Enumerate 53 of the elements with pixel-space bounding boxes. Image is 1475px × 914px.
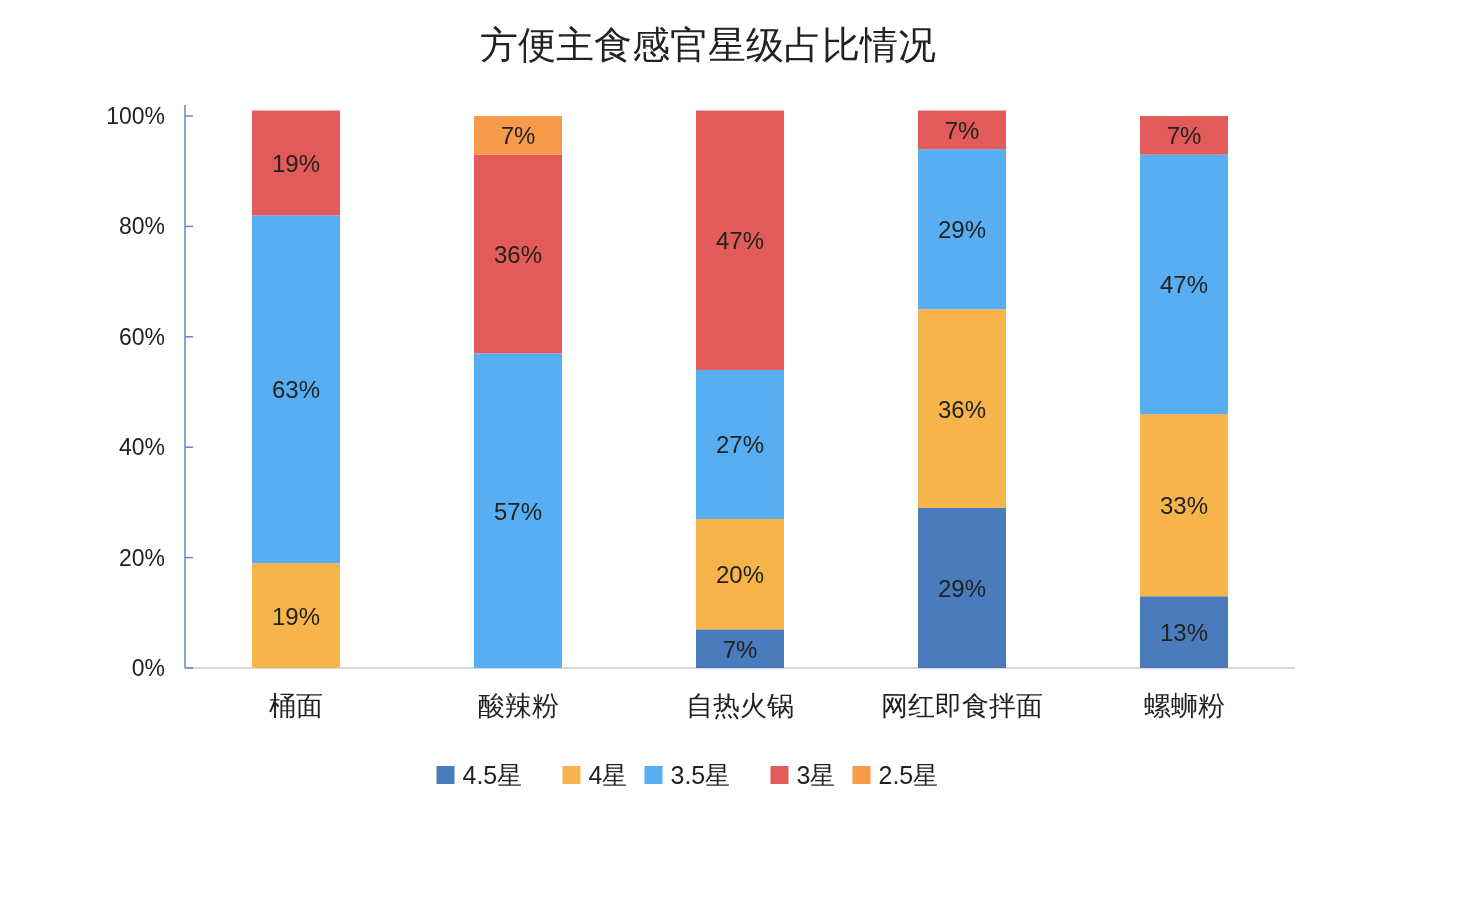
bar bbox=[252, 563, 340, 668]
bar bbox=[696, 369, 784, 519]
data-label: 19% bbox=[271, 149, 321, 177]
y-tick-label: 0% bbox=[131, 655, 165, 681]
bar bbox=[252, 215, 340, 564]
y-tick-label: 60% bbox=[118, 323, 165, 350]
bar bbox=[918, 110, 1006, 150]
data-label: 47% bbox=[1159, 271, 1209, 299]
chart-title: 方便主食感官星级占比情况 bbox=[479, 24, 936, 66]
y-tick-label: 40% bbox=[118, 434, 165, 461]
data-label: 7% bbox=[722, 635, 758, 663]
legend-label: 2.5星 bbox=[878, 761, 939, 789]
bar bbox=[1140, 154, 1228, 415]
bar bbox=[918, 309, 1006, 508]
legend-label: 4.5星 bbox=[462, 761, 523, 789]
x-tick-label: 桶面 bbox=[269, 691, 323, 721]
x-tick-label: 网红即食拌面 bbox=[881, 691, 1043, 721]
data-label: 47% bbox=[715, 227, 765, 255]
bar bbox=[252, 110, 340, 216]
legend-label: 4星 bbox=[588, 761, 628, 789]
legend-label: 3星 bbox=[796, 761, 836, 789]
y-tick-label: 80% bbox=[118, 213, 165, 240]
data-label: 29% bbox=[937, 216, 987, 244]
bar bbox=[918, 507, 1006, 668]
data-label: 27% bbox=[715, 431, 765, 459]
data-label: 13% bbox=[1159, 619, 1209, 647]
x-tick-label: 自热火锅 bbox=[686, 691, 794, 721]
x-tick-label: 螺蛳粉 bbox=[1143, 691, 1225, 721]
bar bbox=[696, 518, 784, 630]
data-label: 36% bbox=[493, 241, 543, 269]
bar bbox=[1140, 596, 1228, 668]
data-label: 63% bbox=[271, 376, 321, 404]
data-label: 7% bbox=[944, 116, 980, 144]
data-label: 7% bbox=[1166, 122, 1202, 150]
y-tick-label: 20% bbox=[118, 544, 165, 571]
data-label: 29% bbox=[937, 574, 987, 602]
data-label: 57% bbox=[493, 497, 543, 525]
data-label: 33% bbox=[1159, 492, 1209, 520]
bar bbox=[474, 116, 562, 155]
bar bbox=[1140, 116, 1228, 155]
bar bbox=[474, 154, 562, 354]
bar bbox=[696, 629, 784, 668]
bar bbox=[1140, 414, 1228, 597]
data-label: 19% bbox=[271, 602, 321, 630]
data-label: 20% bbox=[715, 561, 765, 589]
legend-label: 3.5星 bbox=[670, 761, 731, 789]
y-tick-label: 100% bbox=[106, 103, 165, 130]
bar bbox=[696, 110, 784, 370]
bar bbox=[918, 149, 1006, 310]
bar bbox=[474, 353, 562, 668]
x-tick-label: 酸辣粉 bbox=[477, 691, 559, 721]
data-label: 7% bbox=[500, 122, 536, 150]
data-label: 36% bbox=[937, 395, 987, 423]
